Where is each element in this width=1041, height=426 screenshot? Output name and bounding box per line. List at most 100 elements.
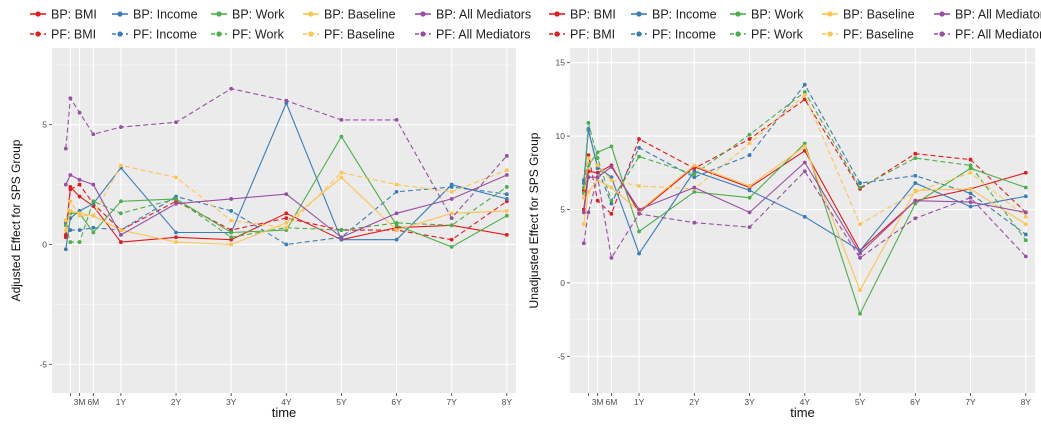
series-line — [65, 88, 508, 220]
data-point — [913, 201, 918, 206]
data-point — [394, 220, 399, 225]
series-line — [583, 83, 1027, 235]
data-point — [802, 97, 807, 102]
data-point — [449, 197, 454, 201]
series-pf-income — [581, 82, 1028, 237]
y-tick-label: 5 — [42, 120, 47, 130]
data-point — [802, 160, 807, 165]
legend-item-pf-income: PF: Income — [631, 28, 716, 42]
legend-item-pf-bmi: PF: BMI — [549, 28, 615, 42]
data-point — [504, 185, 509, 189]
x-axis-title: time — [790, 405, 815, 420]
data-point — [858, 311, 862, 316]
data-point — [284, 192, 289, 197]
data-point — [284, 220, 289, 225]
x-tick-label: 4Y — [800, 397, 811, 407]
legend-label: PF: All Mediators — [955, 28, 1041, 42]
data-point — [802, 82, 807, 87]
x-tick-label: 3M — [592, 397, 604, 407]
data-point — [394, 228, 399, 232]
legend-item-pf-all-mediators: PF: All Mediators — [934, 28, 1041, 42]
data-point — [284, 216, 289, 221]
legend-label: BP: Baseline — [324, 8, 396, 22]
legend-key-point — [554, 31, 560, 37]
series-line — [65, 101, 507, 250]
legend-key-point — [827, 31, 833, 37]
data-point — [637, 211, 641, 216]
series-bp-baseline — [581, 144, 1028, 293]
data-point — [858, 222, 862, 227]
legend-key-point — [117, 11, 123, 17]
data-point — [1023, 222, 1028, 227]
legend-item-bp-baseline: BP: Baseline — [822, 8, 915, 22]
data-point — [692, 175, 697, 180]
series-pf-work — [63, 185, 509, 244]
x-tick-label: 8Y — [502, 397, 513, 407]
data-point — [77, 213, 82, 218]
data-point — [913, 173, 918, 178]
data-point — [802, 169, 807, 174]
data-point — [229, 230, 234, 235]
data-point — [449, 223, 454, 228]
data-point — [63, 218, 68, 223]
data-point — [637, 229, 641, 234]
legend-item-pf-work: PF: Work — [211, 28, 285, 42]
data-point — [586, 175, 591, 180]
data-point — [63, 235, 68, 240]
legend-label: BP: BMI — [51, 8, 97, 22]
series-line — [65, 164, 508, 229]
legend-key-point — [735, 11, 741, 17]
legend-key-point — [308, 31, 314, 37]
data-point — [609, 211, 614, 216]
series-pf-baseline — [63, 163, 509, 230]
data-point — [284, 98, 289, 103]
legend-item-bp-all-mediators: BP: All Mediators — [415, 8, 531, 22]
data-point — [174, 197, 178, 201]
data-point — [63, 146, 68, 151]
legend-key-point — [35, 11, 41, 17]
data-point — [747, 137, 752, 141]
legend-item-bp-all-mediators: BP: All Mediators — [934, 8, 1041, 22]
data-point — [284, 225, 289, 230]
data-point — [394, 117, 399, 122]
legend-key-point — [735, 31, 741, 37]
x-tick-label: 6Y — [391, 397, 402, 407]
data-point — [913, 151, 918, 156]
data-point — [858, 288, 862, 293]
data-point — [747, 141, 752, 146]
series-pf-all-mediators — [581, 169, 1028, 260]
data-point — [504, 232, 509, 237]
legend-item-pf-work: PF: Work — [730, 28, 804, 42]
y-tick-label: -5 — [557, 351, 565, 361]
data-point — [119, 228, 123, 232]
legend-key-point — [554, 11, 560, 17]
data-point — [229, 197, 234, 201]
data-point — [609, 201, 614, 206]
legend-1: BP: BMI BP: Income BP: Work BP: Baseline BP:… — [30, 8, 531, 42]
data-point — [119, 232, 123, 237]
legend-label: BP: All Mediators — [955, 8, 1041, 22]
data-point — [968, 200, 973, 205]
y-tick-label: 10 — [556, 131, 566, 141]
legend-key-point — [216, 31, 222, 37]
data-point — [581, 195, 586, 200]
data-point — [858, 181, 862, 185]
data-point — [504, 192, 509, 197]
data-point — [609, 185, 614, 190]
legend-key-point — [636, 11, 642, 17]
y-tick-label: 5 — [560, 204, 565, 214]
data-point — [637, 145, 641, 150]
data-point — [692, 166, 697, 171]
data-point — [637, 154, 641, 159]
data-point — [63, 182, 68, 187]
data-point — [77, 194, 82, 199]
data-point — [119, 211, 123, 216]
data-point — [968, 204, 973, 209]
data-point — [68, 228, 73, 232]
y-tick-label: 15 — [556, 58, 566, 68]
data-point — [229, 209, 234, 213]
data-point — [913, 156, 918, 161]
data-point — [692, 163, 697, 168]
legend-label: PF: Income — [133, 28, 197, 42]
